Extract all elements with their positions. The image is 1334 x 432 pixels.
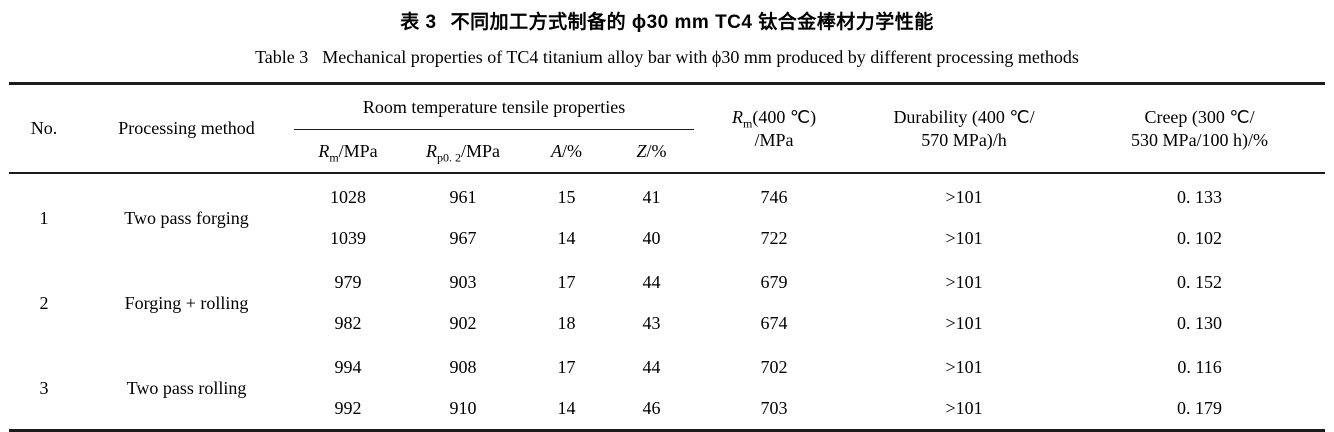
reduction-symbol: Z — [636, 140, 647, 161]
cell-creep: 0. 152 — [1177, 272, 1223, 293]
cell-rp02: 910 — [449, 398, 477, 419]
cell-rm: 994 — [334, 357, 362, 378]
cell-durability: >101 — [945, 313, 983, 334]
rm400-unit: /MPa — [754, 129, 794, 150]
cell-no: 3 — [39, 377, 49, 398]
cell-rm400: 702 — [760, 357, 788, 378]
cell-rm: 982 — [334, 313, 362, 334]
rm-subscript: m — [329, 150, 339, 165]
cell-z: 44 — [642, 357, 661, 378]
cell-creep: 0. 116 — [1177, 357, 1222, 378]
creep-line1: Creep (300 ℃/ — [1144, 106, 1255, 127]
table-row: 992 910 14 46 703 >101 0. 179 — [9, 388, 1325, 431]
rm400-symbol: R — [732, 106, 744, 127]
cell-rp02: 902 — [449, 313, 477, 334]
cell-z: 44 — [642, 272, 661, 293]
col-header-processing-method: Processing method — [118, 118, 255, 139]
cell-durability: >101 — [945, 272, 983, 293]
cell-durability: >101 — [945, 398, 983, 419]
elongation-unit: /% — [562, 140, 582, 161]
cell-rm400: 679 — [760, 272, 788, 293]
cell-rp02: 961 — [449, 187, 477, 208]
col-header-rm-400: Rm(400 ℃) /MPa — [694, 84, 854, 174]
table-row: 1039 967 14 40 722 >101 0. 102 — [9, 218, 1325, 259]
cell-rm400: 746 — [760, 187, 788, 208]
cell-z: 40 — [642, 228, 661, 249]
cell-rp02: 967 — [449, 228, 477, 249]
rm400-subscript: m — [743, 116, 753, 131]
cell-method: Forging + rolling — [124, 292, 249, 313]
table-caption-english-text: Mechanical properties of TC4 titanium al… — [322, 47, 1079, 67]
col-header-elongation: A/% — [524, 130, 609, 174]
cell-no: 2 — [39, 292, 49, 313]
rm-unit: /MPa — [338, 140, 378, 161]
col-header-reduction: Z/% — [609, 130, 694, 174]
table-caption-english-label: Table 3 — [255, 47, 309, 67]
col-header-rm: Rm/MPa — [294, 130, 402, 174]
cell-rm: 992 — [334, 398, 362, 419]
durability-line2: 570 MPa)/h — [921, 129, 1007, 150]
col-group-room-temperature: Room temperature tensile properties — [294, 83, 695, 130]
cell-z: 41 — [642, 187, 661, 208]
cell-creep: 0. 179 — [1177, 398, 1223, 419]
cell-rm: 1028 — [330, 187, 366, 208]
cell-a: 14 — [557, 228, 576, 249]
cell-rm: 1039 — [330, 228, 366, 249]
col-header-no: No. — [30, 118, 58, 139]
cell-rm400: 674 — [760, 313, 788, 334]
table-row: 982 902 18 43 674 >101 0. 130 — [9, 303, 1325, 344]
table-row: 3 Two pass rolling 994 908 17 44 702 >10… — [9, 344, 1325, 398]
cell-a: 15 — [557, 187, 576, 208]
cell-durability: >101 — [945, 357, 983, 378]
table-caption-english: Table 3 Mechanical properties of TC4 tita… — [0, 47, 1334, 68]
table-row: 2 Forging + rolling 979 903 17 44 679 >1… — [9, 259, 1325, 313]
col-header-durability: Durability (400 ℃/ 570 MPa)/h — [854, 84, 1074, 174]
cell-rm400: 703 — [760, 398, 788, 419]
rp02-symbol: R — [425, 140, 437, 161]
elongation-symbol: A — [551, 140, 562, 161]
rm-symbol: R — [318, 140, 330, 161]
cell-creep: 0. 102 — [1177, 228, 1223, 249]
durability-line1: Durability (400 ℃/ — [893, 106, 1035, 127]
cell-creep: 0. 130 — [1177, 313, 1223, 334]
cell-durability: >101 — [945, 187, 983, 208]
creep-line2: 530 MPa/100 h)/% — [1131, 129, 1269, 150]
cell-rm: 979 — [334, 272, 362, 293]
cell-method: Two pass forging — [124, 207, 249, 228]
table-caption-chinese-label: 表 3 — [400, 12, 437, 33]
cell-a: 18 — [557, 313, 576, 334]
cell-rp02: 903 — [449, 272, 477, 293]
cell-creep: 0. 133 — [1177, 187, 1223, 208]
mechanical-properties-table: No. Processing method Room temperature t… — [9, 82, 1326, 432]
cell-a: 17 — [557, 357, 576, 378]
rm400-condition: (400 ℃) — [752, 106, 817, 127]
col-header-rp02: Rp0. 2/MPa — [402, 130, 524, 174]
table-caption-chinese: 表 3 不同加工方式制备的 ϕ30 mm TC4 钛合金棒材力学性能 — [0, 7, 1334, 34]
cell-no: 1 — [39, 207, 49, 228]
rp02-subscript: p0. 2 — [436, 150, 461, 165]
cell-method: Two pass rolling — [126, 377, 247, 398]
cell-z: 43 — [642, 313, 661, 334]
cell-a: 14 — [557, 398, 576, 419]
reduction-unit: /% — [646, 140, 667, 161]
rp02-unit: /MPa — [460, 140, 500, 161]
table-caption-chinese-text: 不同加工方式制备的 ϕ30 mm TC4 钛合金棒材力学性能 — [450, 12, 934, 33]
cell-rm400: 722 — [760, 228, 788, 249]
cell-z: 46 — [642, 398, 661, 419]
cell-rp02: 908 — [449, 357, 477, 378]
col-header-creep: Creep (300 ℃/ 530 MPa/100 h)/% — [1074, 84, 1325, 174]
table-row: 1 Two pass forging 1028 961 15 41 746 >1… — [9, 173, 1325, 228]
cell-durability: >101 — [945, 228, 983, 249]
cell-a: 17 — [557, 272, 576, 293]
